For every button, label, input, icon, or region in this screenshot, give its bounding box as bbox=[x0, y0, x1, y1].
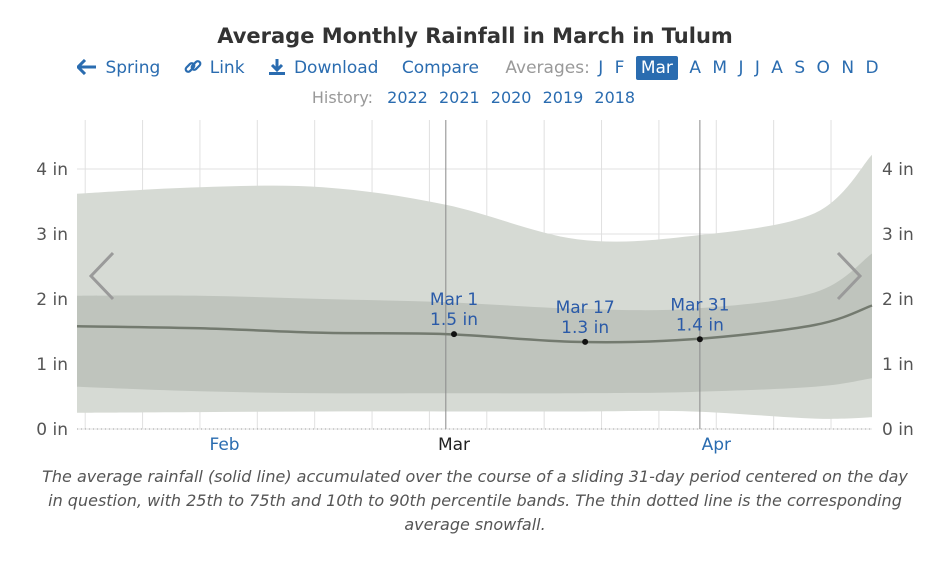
y-tick-label-right: 1 in bbox=[882, 355, 914, 375]
month-dec[interactable]: D bbox=[865, 58, 879, 78]
month-feb[interactable]: F bbox=[614, 58, 625, 78]
download-button[interactable]: Download bbox=[268, 58, 379, 78]
highlight-point bbox=[696, 336, 703, 343]
link-icon bbox=[184, 58, 202, 78]
month-selector: J F Mar A M J J A S O N D bbox=[595, 56, 881, 80]
highlight-date-label: Mar 31 bbox=[670, 295, 729, 315]
month-boundary-lines bbox=[445, 120, 701, 429]
y-tick-label-right: 0 in bbox=[882, 420, 914, 440]
month-mar[interactable]: Mar bbox=[635, 56, 678, 80]
highlight-date-label: Mar 1 bbox=[430, 290, 478, 310]
history-year-2021[interactable]: 2021 bbox=[438, 88, 480, 107]
highlight-value-label: 1.3 in bbox=[561, 318, 609, 338]
history-year-2019[interactable]: 2019 bbox=[542, 88, 584, 107]
download-icon bbox=[268, 58, 286, 78]
y-tick-label-left: 3 in bbox=[36, 225, 68, 245]
highlight-date-label: Mar 17 bbox=[556, 298, 615, 318]
month-oct[interactable]: O bbox=[816, 58, 830, 78]
chart-title: Average Monthly Rainfall in March in Tul… bbox=[217, 24, 733, 48]
spring-label: Spring bbox=[105, 58, 161, 78]
mean-rainfall-line bbox=[76, 304, 873, 344]
highlight-point bbox=[582, 338, 589, 345]
month-nov[interactable]: N bbox=[841, 58, 855, 78]
y-tick-label-left: 1 in bbox=[36, 355, 68, 375]
averages-label: Averages: bbox=[505, 58, 590, 78]
month-jan[interactable]: J bbox=[598, 58, 604, 78]
chart-caption: The average rainfall (solid line) accumu… bbox=[42, 467, 908, 534]
month-jun[interactable]: J bbox=[738, 58, 744, 78]
day-highlights: Mar 11.5 in Mar 171.3 in Mar 311.4 in bbox=[430, 290, 729, 345]
compare-button[interactable]: Compare bbox=[401, 58, 479, 78]
download-label: Download bbox=[293, 58, 379, 78]
link-label: Link bbox=[209, 58, 245, 78]
highlight-value-label: 1.4 in bbox=[676, 315, 724, 335]
month-aug[interactable]: A bbox=[771, 58, 783, 78]
rainfall-chart: 0 in 1 in 2 in 3 in 4 in 0 in 1 in 2 in 3 in 4 i… bbox=[36, 120, 914, 455]
history-year-2020[interactable]: 2020 bbox=[490, 88, 532, 107]
y-tick-label-right: 4 in bbox=[882, 160, 914, 180]
chevron-right-icon[interactable] bbox=[836, 251, 863, 301]
y-tick-label-left: 2 in bbox=[36, 290, 68, 310]
x-month-label[interactable]: Apr bbox=[702, 435, 731, 455]
arrow-left-icon bbox=[76, 58, 97, 78]
history-year-2022[interactable]: 2022 bbox=[387, 88, 428, 107]
y-tick-label-right: 3 in bbox=[882, 225, 914, 245]
month-may[interactable]: M bbox=[712, 58, 728, 78]
x-month-label: Mar bbox=[438, 435, 470, 455]
chevron-left-icon[interactable] bbox=[88, 251, 115, 301]
band-25-75-percentile bbox=[77, 253, 872, 394]
y-tick-label-left: 0 in bbox=[36, 420, 68, 440]
highlight-value-label: 1.5 in bbox=[430, 310, 478, 330]
month-jul[interactable]: J bbox=[754, 58, 760, 78]
nav-bar: Spring Link Download Compare Averages: J… bbox=[0, 56, 950, 80]
y-tick-label-right: 2 in bbox=[882, 290, 914, 310]
spring-link[interactable]: Spring bbox=[76, 58, 161, 78]
link-button[interactable]: Link bbox=[184, 58, 245, 78]
history-year-2018[interactable]: 2018 bbox=[594, 88, 636, 107]
y-tick-label-left: 4 in bbox=[36, 160, 68, 180]
month-sep[interactable]: S bbox=[794, 58, 806, 78]
x-axis: Feb Mar Apr bbox=[209, 435, 731, 455]
y-axis-left: 0 in 1 in 2 in 3 in 4 in bbox=[36, 160, 68, 440]
history-bar: History: 2022 2021 2020 2019 2018 bbox=[0, 88, 950, 107]
x-month-label[interactable]: Feb bbox=[209, 435, 239, 455]
month-apr[interactable]: A bbox=[689, 58, 701, 78]
history-label: History: bbox=[311, 88, 374, 107]
y-axis-right: 0 in 1 in 2 in 3 in 4 in bbox=[882, 160, 914, 440]
highlight-point bbox=[451, 331, 458, 338]
